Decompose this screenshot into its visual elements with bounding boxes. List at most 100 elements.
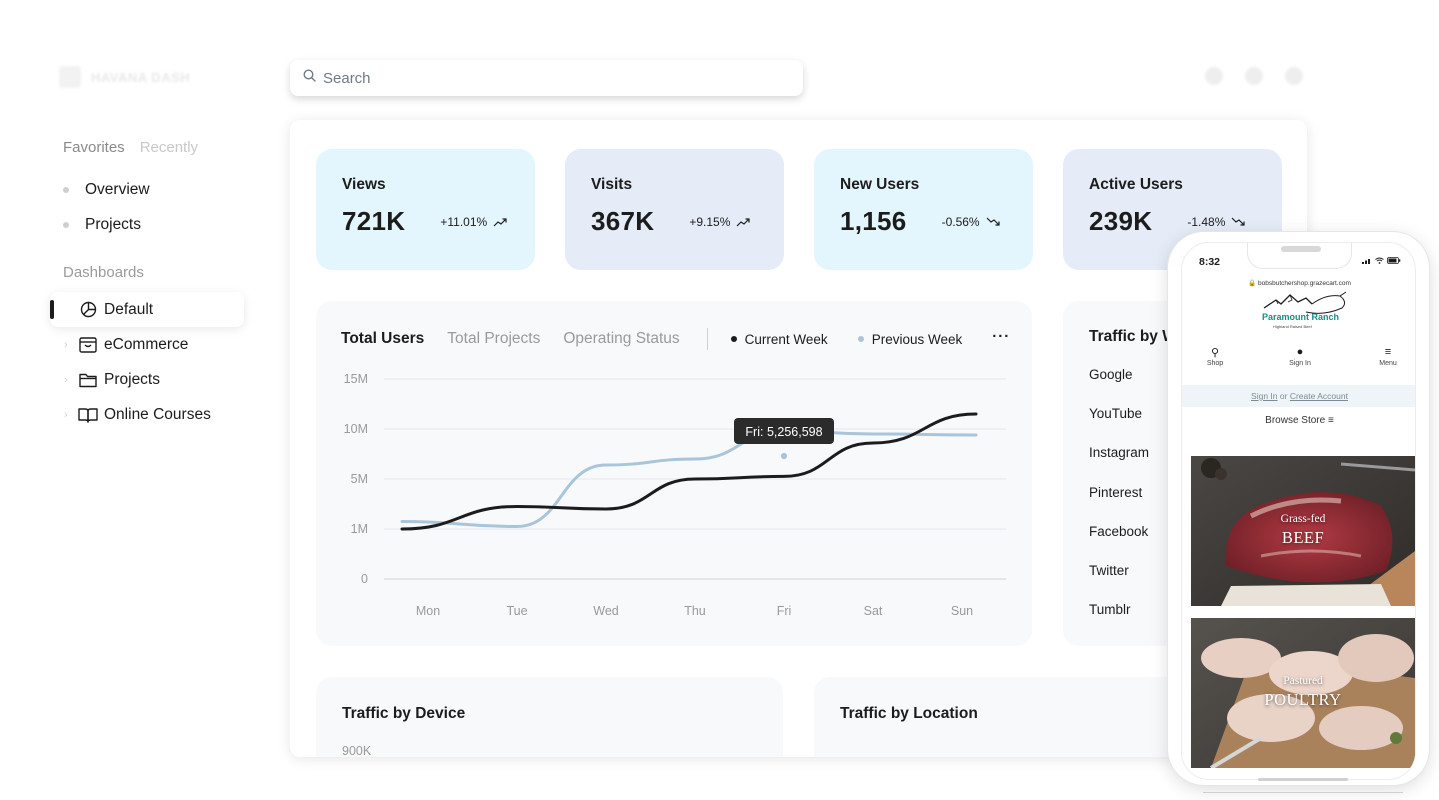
sidebar-item-label: Online Courses (104, 405, 211, 423)
phone-screen: 8:32 🔒 bobsbutchershop.grazecart.com Par… (1181, 242, 1416, 780)
nav-shop[interactable]: ⚲ Shop (1195, 346, 1235, 367)
favorite-item-projects[interactable]: Projects (63, 207, 150, 242)
chart-tabs: Total Users Total Projects Operating Sta… (341, 328, 1010, 350)
user-icon[interactable] (1285, 67, 1303, 85)
favorite-label: Projects (85, 215, 141, 233)
stat-change: +11.01% (440, 214, 488, 229)
trend-down-icon (1231, 217, 1245, 226)
legend-previous-week[interactable]: Previous Week (857, 332, 962, 347)
website-item: Tumblr (1089, 602, 1131, 618)
signal-icon (1362, 259, 1370, 264)
divider (706, 328, 708, 350)
phone-mockup: 8:32 🔒 bobsbutchershop.grazecart.com Par… (1168, 232, 1429, 785)
sidebar-item-online-courses[interactable]: › Online Courses (50, 397, 250, 432)
tab-total-projects[interactable]: Total Projects (447, 330, 541, 347)
wifi-icon (1375, 257, 1384, 264)
stat-card-views[interactable]: Views 721K +11.01% (316, 149, 535, 270)
y-tick-label: 15M (344, 372, 368, 386)
status-icons (1362, 257, 1401, 264)
dashboards-heading: Dashboards (63, 264, 144, 281)
search-icon: ⚲ (1210, 347, 1220, 359)
promo-poultry[interactable]: Pastured POULTRY (1191, 618, 1415, 768)
x-tick-label: Mon (416, 604, 440, 618)
chevron-right-icon: › (64, 373, 68, 386)
folder-icon (78, 371, 98, 389)
menu-icon: ≡ (1384, 346, 1392, 358)
nav-label: Shop (1206, 360, 1224, 367)
y-tick-label: 5M (351, 472, 368, 486)
stat-label: Active Users (1089, 176, 1183, 193)
app-logo[interactable]: HAVANA DASH (59, 66, 190, 88)
user-icon: ● (1296, 346, 1304, 358)
tab-operating-status[interactable]: Operating Status (563, 330, 680, 347)
y-tick-label: 10M (344, 422, 368, 436)
search-icon (303, 69, 316, 87)
stat-value: 367K (591, 206, 655, 236)
bullet-icon (63, 186, 69, 193)
nav-menu[interactable]: ≡ Menu (1368, 346, 1408, 367)
battery-icon (1387, 257, 1401, 264)
sidebar-item-ecommerce[interactable]: › eCommerce (50, 327, 250, 362)
mountain-logo-icon (1263, 291, 1347, 314)
divider (1203, 792, 1403, 793)
stat-card-new-users[interactable]: New Users 1,156 -0.56% (814, 149, 1033, 270)
favorite-label: Overview (85, 180, 150, 198)
sidebar-tabs: Favorites Recently (63, 139, 198, 156)
browser-url[interactable]: 🔒 bobsbutchershop.grazecart.com (1248, 280, 1351, 287)
active-indicator (50, 300, 54, 319)
sign-in-link[interactable]: Sign In (1251, 391, 1278, 401)
trend-up-icon (493, 217, 507, 226)
website-item: Twitter (1089, 562, 1129, 578)
promo-beef[interactable]: Grass-fed BEEF (1191, 456, 1415, 606)
legend-dot-icon (857, 336, 864, 342)
stat-value: 239K (1089, 206, 1153, 236)
series-line-previous-week (400, 429, 978, 529)
sidebar-item-label: Default (104, 300, 154, 318)
stat-change: -0.56% (941, 214, 980, 229)
browse-store-button[interactable]: Browse Store ≡ (1265, 415, 1334, 426)
search-input[interactable] (323, 69, 763, 87)
stat-label: New Users (840, 176, 920, 193)
favorites-list: Overview Projects (63, 172, 150, 242)
bell-icon[interactable] (1205, 67, 1223, 85)
chevron-right-icon: › (64, 338, 68, 351)
series-line-current-week (400, 412, 978, 531)
stat-value: 1,156 (840, 206, 907, 236)
brand-logo[interactable]: Paramount Ranch Highland Raised Beef (1254, 290, 1354, 334)
create-account-link[interactable]: Create Account (1289, 391, 1348, 401)
traffic-by-device-card: Traffic by Device 900K (316, 677, 783, 757)
sidebar-item-label: eCommerce (104, 335, 189, 353)
status-time: 8:32 (1199, 256, 1221, 268)
legend-current-week[interactable]: Current Week (730, 332, 828, 347)
nav-sign-in[interactable]: ● Sign In (1280, 346, 1320, 367)
help-icon[interactable] (1245, 67, 1263, 85)
dashboards-list: Default › eCommerce › Projects › Online … (50, 292, 250, 432)
more-options-icon[interactable]: ··· (992, 327, 1011, 345)
speaker-icon (1281, 246, 1321, 252)
logo-mark (59, 66, 81, 88)
tab-favorites[interactable]: Favorites (63, 139, 125, 156)
sidebar-item-projects[interactable]: › Projects (50, 362, 250, 397)
traffic-website-list: Google YouTube Instagram Pinterest Faceb… (1089, 367, 1149, 641)
y-tick-label: 1M (351, 522, 368, 536)
brand-tagline: Highland Raised Beef (1273, 324, 1312, 329)
y-tick-label: 0 (361, 572, 368, 586)
website-item: YouTube (1089, 406, 1143, 422)
stat-change: -1.48% (1187, 214, 1226, 229)
phone-nav: ⚲ Shop ● Sign In ≡ Menu (1182, 346, 1415, 376)
home-indicator (1258, 778, 1348, 781)
promo-subtitle: Grass-fed (1280, 513, 1326, 525)
legend-dot-icon (730, 336, 737, 342)
stat-card-visits[interactable]: Visits 367K +9.15% (565, 149, 784, 270)
stat-label: Visits (591, 176, 633, 193)
nav-label: Sign In (1289, 360, 1311, 367)
favorite-item-overview[interactable]: Overview (63, 172, 150, 207)
logo-text: HAVANA DASH (91, 69, 191, 85)
x-tick-label: Tue (506, 604, 527, 618)
tab-total-users[interactable]: Total Users (341, 330, 425, 347)
book-icon (78, 406, 98, 424)
sidebar-item-default[interactable]: Default (50, 292, 244, 327)
website-item: Facebook (1089, 523, 1149, 539)
promo-title: BEEF (1281, 528, 1325, 547)
tab-recently[interactable]: Recently (139, 139, 199, 156)
